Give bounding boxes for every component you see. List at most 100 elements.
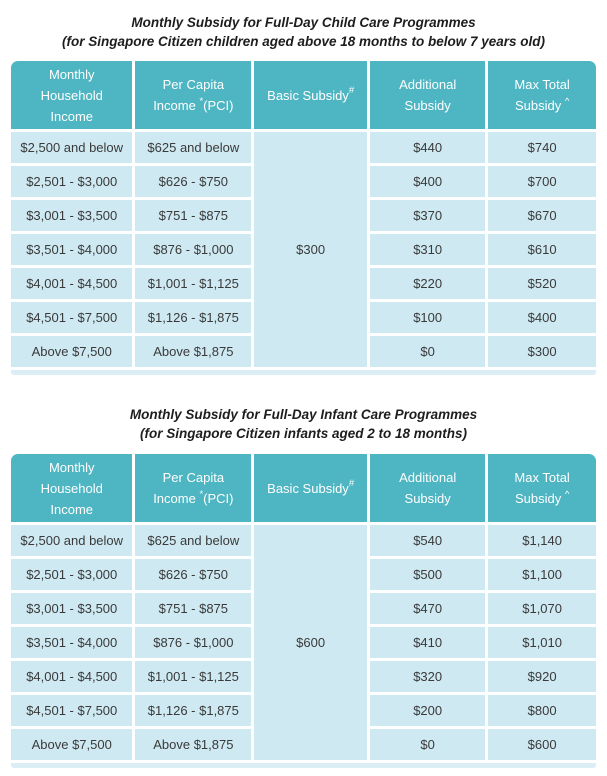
household-income-cell: $4,501 - $7,500 — [11, 695, 133, 726]
column-header-label: Monthly Household Income — [40, 66, 103, 124]
pci-cell: $626 - $750 — [135, 166, 252, 197]
table-row: $4,501 - $7,500 $1,126 - $1,875 $100 $40… — [11, 302, 596, 333]
pci-cell: $1,001 - $1,125 — [135, 661, 252, 692]
table-row: $3,001 - $3,500 $751 - $875 $370 $670 — [11, 200, 596, 231]
column-header-label-suffix: (PCI) — [203, 98, 234, 113]
max-total-subsidy-cell: $600 — [488, 729, 596, 760]
additional-subsidy-cell: $440 — [370, 132, 486, 163]
column-header-per-capita-income: Per Capita Income *(PCI) — [135, 454, 252, 522]
column-header-label: Basic Subsidy — [267, 480, 349, 496]
additional-subsidy-cell: $220 — [370, 268, 486, 299]
household-income-cell: $3,001 - $3,500 — [11, 200, 133, 231]
column-header-label: Monthly Household Income — [40, 459, 103, 517]
table-bottom-strip — [11, 763, 596, 768]
pci-cell: $1,001 - $1,125 — [135, 268, 252, 299]
household-income-cell: $3,501 - $4,000 — [11, 234, 133, 265]
household-income-cell: $4,001 - $4,500 — [11, 268, 133, 299]
max-total-subsidy-cell: $700 — [488, 166, 596, 197]
additional-subsidy-cell: $320 — [370, 661, 486, 692]
household-income-cell: $2,500 and below — [11, 132, 133, 163]
table-row: $2,500 and below $625 and below $600 $54… — [11, 525, 596, 760]
column-header-additional-subsidy: Additional Subsidy — [370, 61, 486, 129]
max-total-subsidy-cell: $740 — [488, 132, 596, 163]
max-total-subsidy-cell: $1,010 — [488, 627, 596, 658]
infantcare-section: Monthly Subsidy for Full-Day Infant Care… — [0, 375, 607, 768]
column-header-label: Max Total Subsidy — [514, 470, 570, 506]
additional-subsidy-cell: $0 — [370, 336, 486, 367]
hash-superscript: # — [348, 85, 355, 97]
childcare-section: Monthly Subsidy for Full-Day Child Care … — [0, 0, 607, 375]
additional-subsidy-cell: $200 — [370, 695, 486, 726]
additional-subsidy-cell: $410 — [370, 627, 486, 658]
pci-cell: $625 and below — [135, 525, 252, 556]
childcare-table-wrap: Monthly Household Income Per Capita Inco… — [0, 58, 607, 375]
infantcare-table-wrap: Monthly Household Income Per Capita Inco… — [0, 451, 607, 768]
table-row: Above $7,500 Above $1,875 $0 $300 — [11, 336, 596, 367]
pci-cell: $876 - $1,000 — [135, 234, 252, 265]
table-row: Above $7,500 Above $1,875 $0 $600 — [11, 729, 596, 760]
table-row: $3,001 - $3,500 $751 - $875 $470 $1,070 — [11, 593, 596, 624]
household-income-cell: Above $7,500 — [11, 336, 133, 367]
pci-cell: $876 - $1,000 — [135, 627, 252, 658]
column-header-label: Basic Subsidy — [267, 87, 349, 103]
basic-subsidy-cell: $600 — [254, 525, 368, 760]
pci-cell: $1,126 - $1,875 — [135, 302, 252, 333]
column-header-label: Additional Subsidy — [399, 470, 457, 506]
household-income-cell: $4,501 - $7,500 — [11, 302, 133, 333]
additional-subsidy-cell: $400 — [370, 166, 486, 197]
max-total-subsidy-cell: $1,100 — [488, 559, 596, 590]
column-header-label: Per Capita Income — [153, 77, 225, 113]
column-header-monthly-household-income: Monthly Household Income — [11, 61, 133, 129]
max-total-subsidy-cell: $1,140 — [488, 525, 596, 556]
table-row: $2,501 - $3,000 $626 - $750 $500 $1,100 — [11, 559, 596, 590]
table-row: $4,001 - $4,500 $1,001 - $1,125 $320 $92… — [11, 661, 596, 692]
max-total-subsidy-cell: $300 — [488, 336, 596, 367]
table-row: $3,501 - $4,000 $876 - $1,000 $410 $1,01… — [11, 627, 596, 658]
column-header-monthly-household-income: Monthly Household Income — [11, 454, 133, 522]
header-row: Monthly Household Income Per Capita Inco… — [11, 61, 596, 129]
childcare-table-title: Monthly Subsidy for Full-Day Child Care … — [131, 15, 476, 30]
max-total-subsidy-cell: $610 — [488, 234, 596, 265]
column-header-basic-subsidy: Basic Subsidy# — [254, 61, 368, 129]
caret-superscript: ^ — [564, 488, 570, 500]
column-header-additional-subsidy: Additional Subsidy — [370, 454, 486, 522]
max-total-subsidy-cell: $1,070 — [488, 593, 596, 624]
table-row: $4,501 - $7,500 $1,126 - $1,875 $200 $80… — [11, 695, 596, 726]
childcare-table-subtitle: (for Singapore Citizen children aged abo… — [61, 34, 546, 49]
household-income-cell: $2,501 - $3,000 — [11, 166, 133, 197]
column-header-basic-subsidy: Basic Subsidy# — [254, 454, 368, 522]
max-total-subsidy-cell: $670 — [488, 200, 596, 231]
column-header-max-total-subsidy: Max Total Subsidy ^ — [488, 454, 596, 522]
infantcare-table-subtitle: (for Singapore Citizen infants aged 2 to… — [139, 426, 468, 441]
household-income-cell: $2,501 - $3,000 — [11, 559, 133, 590]
household-income-cell: $4,001 - $4,500 — [11, 661, 133, 692]
infantcare-table-title: Monthly Subsidy for Full-Day Infant Care… — [129, 407, 478, 422]
max-total-subsidy-cell: $800 — [488, 695, 596, 726]
pci-cell: Above $1,875 — [135, 729, 252, 760]
hash-superscript: # — [348, 478, 355, 490]
table-bottom-strip — [11, 370, 596, 375]
column-header-max-total-subsidy: Max Total Subsidy ^ — [488, 61, 596, 129]
pci-cell: $751 - $875 — [135, 593, 252, 624]
column-header-label: Additional Subsidy — [399, 77, 457, 113]
additional-subsidy-cell: $500 — [370, 559, 486, 590]
caret-superscript: ^ — [564, 95, 570, 107]
childcare-title-block: Monthly Subsidy for Full-Day Child Care … — [0, 0, 607, 58]
household-income-cell: $2,500 and below — [11, 525, 133, 556]
pci-cell: $625 and below — [135, 132, 252, 163]
table-row: $3,501 - $4,000 $876 - $1,000 $310 $610 — [11, 234, 596, 265]
table-row: $2,500 and below $625 and below $300 $44… — [11, 132, 596, 367]
pci-cell: Above $1,875 — [135, 336, 252, 367]
additional-subsidy-cell: $370 — [370, 200, 486, 231]
household-income-cell: $3,001 - $3,500 — [11, 593, 133, 624]
column-header-label: Max Total Subsidy — [514, 77, 570, 113]
pci-cell: $626 - $750 — [135, 559, 252, 590]
asterisk-superscript: * — [199, 95, 204, 107]
max-total-subsidy-cell: $400 — [488, 302, 596, 333]
asterisk-superscript: * — [199, 488, 204, 500]
additional-subsidy-cell: $540 — [370, 525, 486, 556]
childcare-subsidy-table: Monthly Household Income Per Capita Inco… — [8, 58, 599, 370]
additional-subsidy-cell: $310 — [370, 234, 486, 265]
table-row: $2,501 - $3,000 $626 - $750 $400 $700 — [11, 166, 596, 197]
